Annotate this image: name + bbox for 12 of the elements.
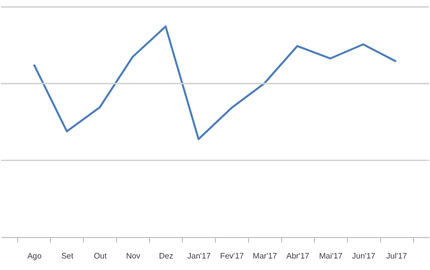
x-tick-label: Mai'17 [319,252,343,260]
x-tick-label: Dez [159,252,174,260]
x-tick-label: Mar'17 [252,252,278,260]
x-tick-label: Jan'17 [187,252,212,260]
x-tick-label: Jun'17 [352,252,376,260]
x-tick-label: Abr'17 [286,252,310,260]
x-tick-label: Nov [126,252,140,260]
x-tick-label: Out [94,252,108,260]
x-tick-label: Jul'17 [386,252,408,260]
x-tick-label: Set [61,252,74,260]
x-tick-label: Fev'17 [220,252,244,260]
x-tick-label: Ago [27,252,42,260]
